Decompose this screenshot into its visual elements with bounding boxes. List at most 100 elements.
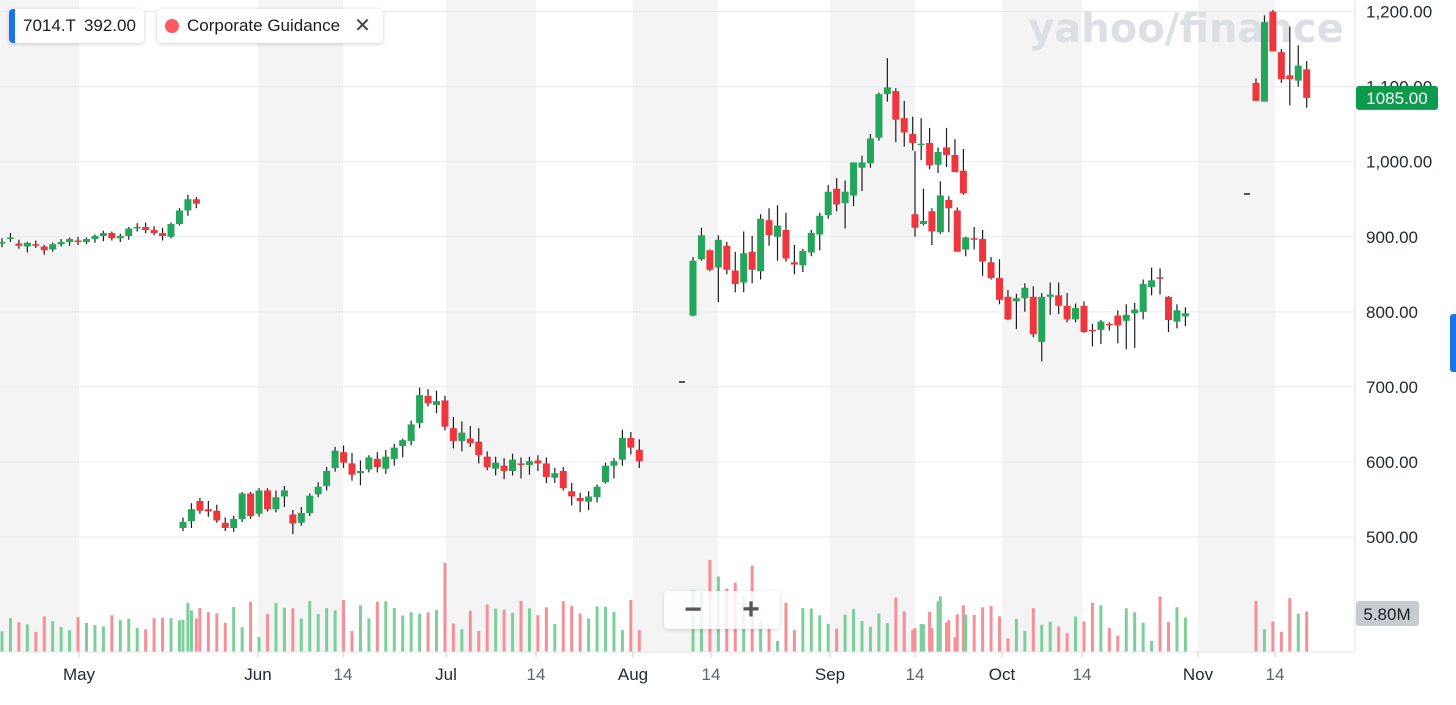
volume-bar	[169, 618, 173, 652]
volume-bar	[1074, 616, 1078, 652]
candle	[799, 248, 807, 273]
candle-body	[108, 233, 116, 239]
candle	[542, 457, 550, 483]
candle	[331, 446, 339, 472]
candle-body	[184, 199, 192, 211]
candle-body	[492, 462, 500, 469]
candle	[314, 482, 322, 498]
candle	[1029, 286, 1037, 338]
ticker-color-bar	[9, 9, 15, 43]
volume-bar	[945, 622, 948, 652]
candle-body	[1055, 295, 1063, 306]
zoom-out-button[interactable]: −	[684, 593, 702, 626]
x-tick-label: Nov	[1183, 665, 1214, 684]
candle	[959, 148, 967, 195]
candle-body	[356, 470, 364, 474]
candle-body	[40, 246, 48, 251]
candle	[875, 92, 883, 141]
volume-bar	[1124, 608, 1128, 652]
candle-body	[57, 242, 65, 245]
candle-body	[824, 191, 832, 215]
candle-body	[936, 195, 944, 233]
candle	[49, 242, 57, 252]
volume-bar	[928, 611, 932, 652]
volume-bar	[257, 637, 261, 652]
volume-bar	[409, 612, 413, 652]
event-legend[interactable]: Corporate Guidance ✕	[157, 9, 383, 43]
candle-body	[807, 233, 815, 253]
candle	[280, 485, 288, 507]
candle-body	[951, 154, 959, 173]
candle	[66, 237, 74, 246]
candle-body	[602, 465, 609, 483]
candle-body	[585, 496, 593, 502]
volume-bar	[936, 601, 940, 652]
candle	[951, 139, 959, 173]
candle-body	[706, 250, 714, 270]
candle	[1173, 304, 1181, 329]
candle	[323, 467, 331, 491]
volume-bar	[921, 624, 925, 652]
candle-body	[66, 239, 74, 243]
volume-bar	[85, 622, 88, 652]
volume-bar	[792, 630, 796, 652]
x-tick-label: 14	[1266, 665, 1285, 684]
candle	[108, 231, 116, 241]
last-volume-tag	[1356, 601, 1419, 626]
volume-bar	[629, 600, 633, 652]
volume-bar	[1006, 638, 1010, 652]
volume-bar	[418, 613, 422, 652]
candle-body	[926, 142, 934, 166]
candle	[175, 208, 183, 226]
event-dot-icon	[165, 19, 179, 33]
candle-body	[1286, 75, 1294, 80]
axis-tags: 1085.00 5.80M	[1356, 85, 1438, 626]
volume-bar	[913, 628, 917, 652]
zoom-in-button[interactable]: +	[742, 593, 760, 626]
volume-bar	[612, 611, 616, 652]
candle-body	[433, 401, 440, 405]
candle	[289, 509, 297, 534]
candle-body	[32, 244, 40, 246]
volume-bar	[299, 618, 303, 652]
candle	[1156, 268, 1164, 295]
zoom-control[interactable]: − +	[664, 591, 780, 629]
last-price-tag	[1356, 85, 1438, 110]
volume-bar	[435, 610, 438, 652]
candle-body	[542, 463, 550, 477]
y-tick-label: 600.00	[1366, 453, 1418, 472]
candle-body	[142, 227, 150, 231]
ticker-price: 392.00	[83, 16, 136, 35]
volume-bar	[835, 628, 839, 652]
candle-body	[331, 450, 339, 468]
volume-bar	[93, 625, 97, 652]
candle	[449, 416, 457, 449]
candle-body	[167, 223, 175, 237]
close-icon[interactable]: ✕	[354, 15, 371, 37]
candle	[433, 390, 440, 414]
candle-body	[911, 214, 919, 228]
month-band	[0, 0, 79, 652]
candle-body	[875, 94, 883, 138]
candle	[979, 230, 987, 276]
candle-body	[841, 191, 849, 203]
candle	[238, 491, 246, 522]
volume-bar	[527, 608, 531, 652]
candle-body	[1063, 305, 1071, 320]
volume-bar	[938, 596, 942, 652]
candle	[365, 455, 373, 473]
ticker-symbol: 7014.T	[23, 16, 76, 35]
volume-bar	[392, 607, 396, 652]
volume-bar	[59, 627, 63, 652]
volume-bar	[342, 600, 346, 652]
volume-bar	[1023, 631, 1027, 652]
volume-bar	[118, 620, 122, 652]
volume-bar	[595, 606, 599, 652]
volume-bar	[1116, 635, 1120, 652]
volume-bar	[852, 608, 856, 652]
volume-bar	[1090, 603, 1094, 652]
ticker-legend[interactable]: 7014.T 392.00	[9, 9, 144, 43]
candle-body	[1097, 321, 1105, 330]
scroll-handle[interactable]	[1450, 314, 1456, 372]
